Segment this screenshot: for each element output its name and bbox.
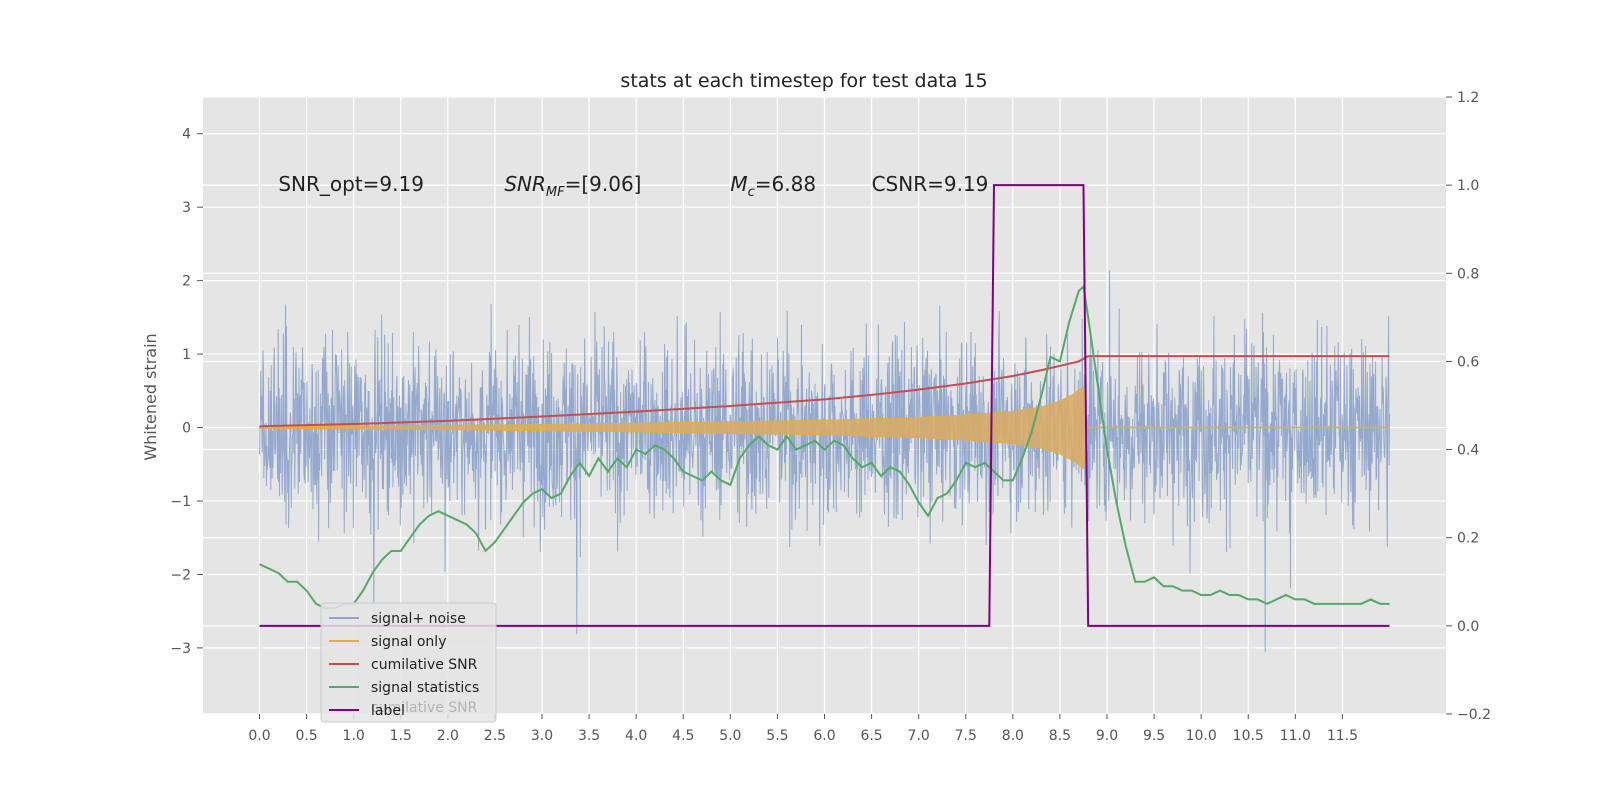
x-tick-label-8: 4.0 — [625, 728, 647, 744]
legend-ghost-text: cumilative SNR — [371, 700, 478, 716]
x-tick-label-2: 1.0 — [343, 728, 365, 744]
annotation-csnr: CSNR=9.19 — [872, 172, 989, 196]
x-tick-label-7: 3.5 — [578, 728, 600, 744]
x-tick-label-10: 5.0 — [719, 728, 741, 744]
series-signal-statistics — [259, 284, 1390, 610]
y-tick-label-7: 4 — [182, 127, 191, 143]
y-tick-label-5: 2 — [182, 274, 191, 290]
axes-group: 0.0 0.5 1.0 1.5 2.0 2.5 3.0 3.5 4.0 4.5 5.0 5.5 6.0 6… — [170, 90, 1491, 744]
x-tick-label-11: 5.5 — [766, 728, 788, 744]
legend-box — [320, 602, 497, 723]
annotation-snr-opt: SNR_opt=9.19 — [278, 172, 424, 196]
y-tick-label-6: 3 — [182, 200, 191, 216]
y-right-tick-label-6: 1.0 — [1457, 178, 1479, 194]
x-tick-label-1: 0.5 — [295, 728, 317, 744]
x-tick-label-22: 11.0 — [1280, 728, 1311, 744]
x-tick-label-19: 9.5 — [1143, 728, 1165, 744]
y-right-tick-label-2: 0.2 — [1457, 531, 1479, 547]
x-tick-label-16: 8.0 — [1002, 728, 1024, 744]
x-tick-label-5: 2.5 — [484, 728, 506, 744]
x-tick-label-14: 7.0 — [908, 728, 930, 744]
y-tick-label-2: −1 — [170, 494, 191, 510]
annotation-mc: Mc=6.88 — [730, 172, 816, 200]
x-tick-label-17: 8.5 — [1049, 728, 1071, 744]
y-right-tick-label-5: 0.8 — [1457, 266, 1479, 282]
y-tick-label-1: −2 — [170, 567, 191, 583]
legend-label-0: signal+ noise — [371, 611, 466, 627]
y-right-tick-label-4: 0.6 — [1457, 354, 1479, 370]
y-tick-label-3: 0 — [182, 421, 191, 437]
legend-label-2: cumilative SNR — [371, 657, 478, 673]
x-tick-label-13: 6.5 — [860, 728, 882, 744]
x-tick-label-3: 1.5 — [390, 728, 412, 744]
y-tick-label-4: 1 — [182, 347, 191, 363]
annotation-snr-mf: SNRMF=[9.06] — [504, 172, 641, 200]
x-tick-label-4: 2.0 — [437, 728, 459, 744]
series-cumulative-snr — [259, 355, 1390, 428]
y-right-tick-label-1: 0.0 — [1457, 619, 1479, 635]
x-tick-label-9: 4.5 — [672, 728, 694, 744]
x-tick-label-18: 9.0 — [1096, 728, 1118, 744]
y-tick-label-0: −3 — [170, 641, 191, 657]
y-right-tick-label-3: 0.4 — [1457, 443, 1479, 459]
legend-label-4: label — [371, 703, 405, 719]
y-axis-label: Whitened strain — [141, 333, 160, 460]
x-tick-label-12: 6.0 — [813, 728, 835, 744]
series-label — [259, 184, 1390, 627]
x-tick-label-0: 0.0 — [248, 728, 270, 744]
x-tick-label-20: 10.0 — [1186, 728, 1217, 744]
y-right-tick-label-0: −0.2 — [1457, 707, 1491, 723]
x-tick-label-21: 10.5 — [1233, 728, 1264, 744]
legend-label-3: signal statistics — [371, 680, 479, 696]
y-right-tick-label-7: 1.2 — [1457, 90, 1479, 106]
chart-title: stats at each timestep for test data 15 — [620, 70, 987, 92]
legend-label-1: signal only — [371, 634, 446, 650]
x-tick-label-15: 7.5 — [955, 728, 977, 744]
x-tick-label-23: 11.5 — [1327, 728, 1358, 744]
x-tick-label-6: 3.0 — [531, 728, 553, 744]
